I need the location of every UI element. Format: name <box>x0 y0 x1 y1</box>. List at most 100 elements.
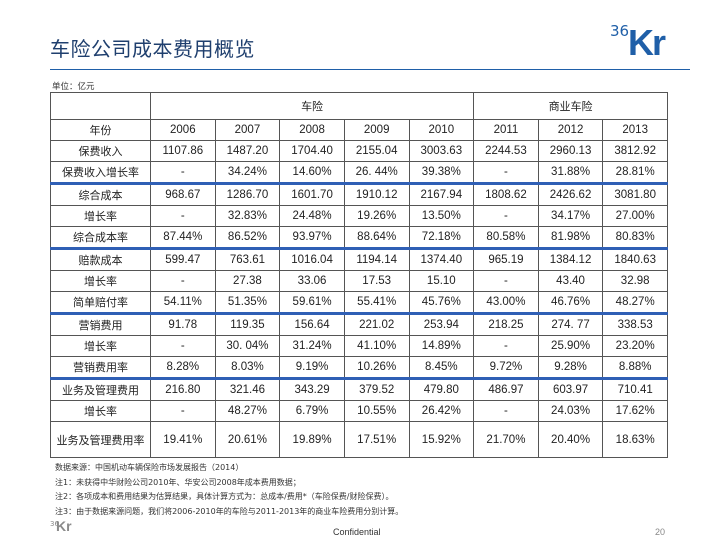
value-cell: 48.27% <box>602 291 668 315</box>
table-row: 综合成本 968.67 1286.70 1601.70 1910.12 2167.94 18… <box>50 183 668 206</box>
value-cell: 156.64 <box>279 313 345 336</box>
cost-overview-table: 车险 商业车险 年份 2006 2007 2008 2009 2010 2011… <box>50 92 668 458</box>
value-cell: 23.20% <box>602 335 668 357</box>
value-cell: 55.41% <box>343 291 410 315</box>
header-corner-cell <box>50 92 151 120</box>
row-label: 综合成本 <box>50 183 151 206</box>
footer-logo-text: Kr <box>56 518 72 534</box>
value-cell: 379.52 <box>343 378 410 401</box>
value-cell: 1194.14 <box>343 248 410 271</box>
row-label: 增长率 <box>50 270 151 292</box>
value-cell: 321.46 <box>214 378 281 401</box>
value-cell: - <box>150 400 216 422</box>
value-cell: 32.83% <box>214 205 281 227</box>
value-cell: 119.35 <box>214 313 281 336</box>
value-cell: 88.64% <box>343 226 410 250</box>
group-header-auto: 车险 <box>149 92 475 120</box>
value-cell: 39.38% <box>408 161 475 185</box>
table-row: 营销费用率 8.28% 8.03% 9.19% 10.26% 8.45% 9.72% 9.28… <box>50 356 668 380</box>
row-label: 增长率 <box>50 400 151 422</box>
value-cell: 21.70% <box>473 421 539 458</box>
value-cell: 33.06 <box>279 270 345 292</box>
table-row: 综合成本率 87.44% 86.52% 93.97% 88.64% 72.18% 80.58… <box>50 226 668 250</box>
value-cell: 24.48% <box>279 205 345 227</box>
value-cell: 41.10% <box>343 335 410 357</box>
row-label: 增长率 <box>50 335 151 357</box>
value-cell: 51.35% <box>214 291 281 315</box>
value-cell: 80.58% <box>473 226 539 250</box>
value-cell: 54.11% <box>150 291 216 315</box>
brand-logo: 36 Kr <box>610 20 680 64</box>
title-divider <box>50 69 690 70</box>
value-cell: 1840.63 <box>602 248 668 271</box>
value-cell: 18.63% <box>602 421 668 458</box>
year-cell: 2008 <box>279 119 345 141</box>
value-cell: 603.97 <box>537 378 604 401</box>
row-label: 保费收入增长率 <box>50 161 151 185</box>
row-label: 保费收入 <box>50 140 151 162</box>
value-cell: 1016.04 <box>279 248 345 271</box>
value-cell: - <box>150 205 216 227</box>
value-cell: 19.26% <box>343 205 410 227</box>
value-cell: 27.00% <box>602 205 668 227</box>
value-cell: 479.80 <box>408 378 475 401</box>
value-cell: 9.72% <box>473 356 539 380</box>
year-label: 年份 <box>50 119 151 141</box>
row-label: 综合成本率 <box>50 226 151 250</box>
value-cell: 72.18% <box>408 226 475 250</box>
row-label: 营销费用率 <box>50 356 151 380</box>
year-cell: 2010 <box>408 119 475 141</box>
value-cell: 59.61% <box>279 291 345 315</box>
value-cell: 81.98% <box>537 226 604 250</box>
year-cell: 2007 <box>214 119 281 141</box>
value-cell: 10.55% <box>343 400 410 422</box>
value-cell: - <box>473 205 539 227</box>
value-cell: 2155.04 <box>343 140 410 162</box>
table-row: 增长率 -27.38 33.06 17.53 15.10-43.40 32.98 <box>50 270 668 292</box>
value-cell: - <box>473 400 539 422</box>
value-cell: 13.50% <box>408 205 475 227</box>
value-cell: 1107.86 <box>150 140 216 162</box>
row-label: 业务及管理费用率 <box>50 421 151 458</box>
value-cell: 2960.13 <box>537 140 604 162</box>
table-row: 营销费用 91.78 119.35 156.64 221.02 253.94 218.25 2… <box>50 313 668 336</box>
table-row: 业务及管理费用率 19.41% 20.61% 19.89% 17.51% 15.92% 21… <box>50 421 668 458</box>
table-row: 保费收入 1107.86 1487.20 1704.40 2155.04 3003.63 2… <box>50 140 668 162</box>
value-cell: 28.81% <box>602 161 668 185</box>
value-cell: 9.28% <box>537 356 604 380</box>
year-cell: 2013 <box>602 119 668 141</box>
table-row: 增长率 -30. 04% 31.24% 41.10% 14.89% -25.90% 23.2… <box>50 335 668 357</box>
value-cell: 9.19% <box>279 356 345 380</box>
value-cell: - <box>473 335 539 357</box>
logo-text: Kr <box>628 22 666 63</box>
year-cell: 2009 <box>343 119 410 141</box>
value-cell: 8.28% <box>150 356 216 380</box>
value-cell: - <box>150 161 216 185</box>
value-cell: 25.90% <box>537 335 604 357</box>
value-cell: 216.80 <box>150 378 216 401</box>
table-row: 增长率 -32.83% 24.48% 19.26% 13.50% -34.17% 27.00… <box>50 205 668 227</box>
value-cell: 26. 44% <box>343 161 410 185</box>
value-cell: 8.45% <box>408 356 475 380</box>
value-cell: 48.27% <box>214 400 281 422</box>
value-cell: 1374.40 <box>408 248 475 271</box>
value-cell: 30. 04% <box>214 335 281 357</box>
row-label: 简单赔付率 <box>50 291 151 315</box>
value-cell: 1910.12 <box>343 183 410 206</box>
confidential-label: Confidential <box>333 527 381 537</box>
value-cell: 27.38 <box>214 270 281 292</box>
value-cell: 26.42% <box>408 400 475 422</box>
value-cell: 486.97 <box>473 378 539 401</box>
value-cell: 710.41 <box>602 378 668 401</box>
value-cell: 968.67 <box>150 183 216 206</box>
value-cell: 1704.40 <box>279 140 345 162</box>
value-cell: 31.24% <box>279 335 345 357</box>
group-header-row: 车险 商业车险 <box>50 92 668 120</box>
notes-block: 数据来源：中国机动车辆保险市场发展报告（2014） 注1：未获得中华财险公司20… <box>55 461 403 519</box>
table-row: 增长率 -48.27% 6.79% 10.55% 26.42% -24.03% 17.62% <box>50 400 668 422</box>
value-cell: 15.10 <box>408 270 475 292</box>
row-label: 赔款成本 <box>50 248 151 271</box>
value-cell: 15.92% <box>408 421 475 458</box>
row-label: 业务及管理费用 <box>50 378 151 401</box>
year-header-row: 年份 2006 2007 2008 2009 2010 2011 2012 20… <box>50 119 668 141</box>
